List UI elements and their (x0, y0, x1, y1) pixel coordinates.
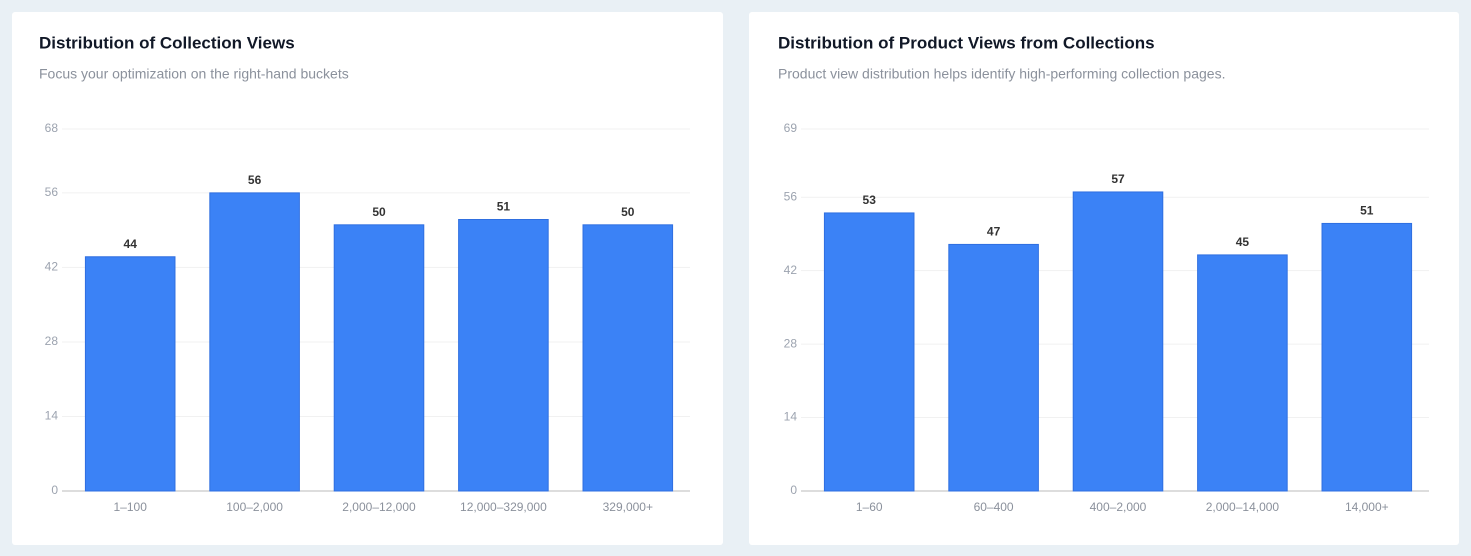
y-tick-label: 42 (45, 260, 59, 274)
x-tick-label: 2,000–14,000 (1206, 500, 1280, 514)
y-tick-label: 14 (784, 410, 798, 424)
y-tick-label: 0 (790, 483, 797, 497)
bar (582, 224, 674, 492)
value-label: 44 (124, 237, 138, 251)
value-label: 51 (1360, 204, 1374, 218)
bar (333, 224, 425, 492)
x-tick-label: 2,000–12,000 (342, 500, 416, 514)
bar (1072, 191, 1164, 492)
bar (823, 212, 915, 492)
x-tick-label: 400–2,000 (1090, 500, 1147, 514)
chart-title: Distribution of Collection Views (39, 33, 295, 52)
x-tick-label: 1–100 (114, 500, 148, 514)
x-tick-label: 329,000+ (603, 500, 653, 514)
value-label: 45 (1236, 235, 1250, 249)
value-label: 56 (248, 173, 262, 187)
x-tick-label: 100–2,000 (226, 500, 283, 514)
bar (1321, 222, 1413, 492)
y-tick-label: 69 (784, 121, 798, 135)
value-label: 47 (987, 225, 1001, 239)
value-label: 50 (372, 205, 386, 219)
y-tick-label: 14 (45, 409, 59, 423)
value-label: 53 (863, 193, 877, 207)
y-tick-label: 0 (51, 483, 58, 497)
bar (1197, 254, 1288, 492)
value-label: 57 (1111, 172, 1125, 186)
value-label: 51 (497, 200, 511, 214)
y-tick-label: 68 (45, 121, 59, 135)
x-tick-label: 60–400 (974, 500, 1014, 514)
bar (458, 219, 549, 492)
chart-subtitle: Focus your optimization on the right-han… (39, 66, 349, 82)
bar (209, 192, 300, 492)
y-tick-label: 28 (784, 336, 798, 350)
y-tick-label: 42 (784, 263, 798, 277)
bar (84, 256, 176, 492)
bar (948, 243, 1039, 492)
chart-subtitle: Product view distribution helps identify… (778, 66, 1225, 82)
x-tick-label: 14,000+ (1345, 500, 1389, 514)
y-tick-label: 56 (784, 189, 798, 203)
x-tick-label: 1–60 (856, 500, 883, 514)
y-tick-label: 56 (45, 185, 59, 199)
x-tick-label: 12,000–329,000 (460, 500, 547, 514)
value-label: 50 (621, 205, 635, 219)
y-tick-label: 28 (45, 334, 59, 348)
chart-title: Distribution of Product Views from Colle… (778, 33, 1155, 52)
